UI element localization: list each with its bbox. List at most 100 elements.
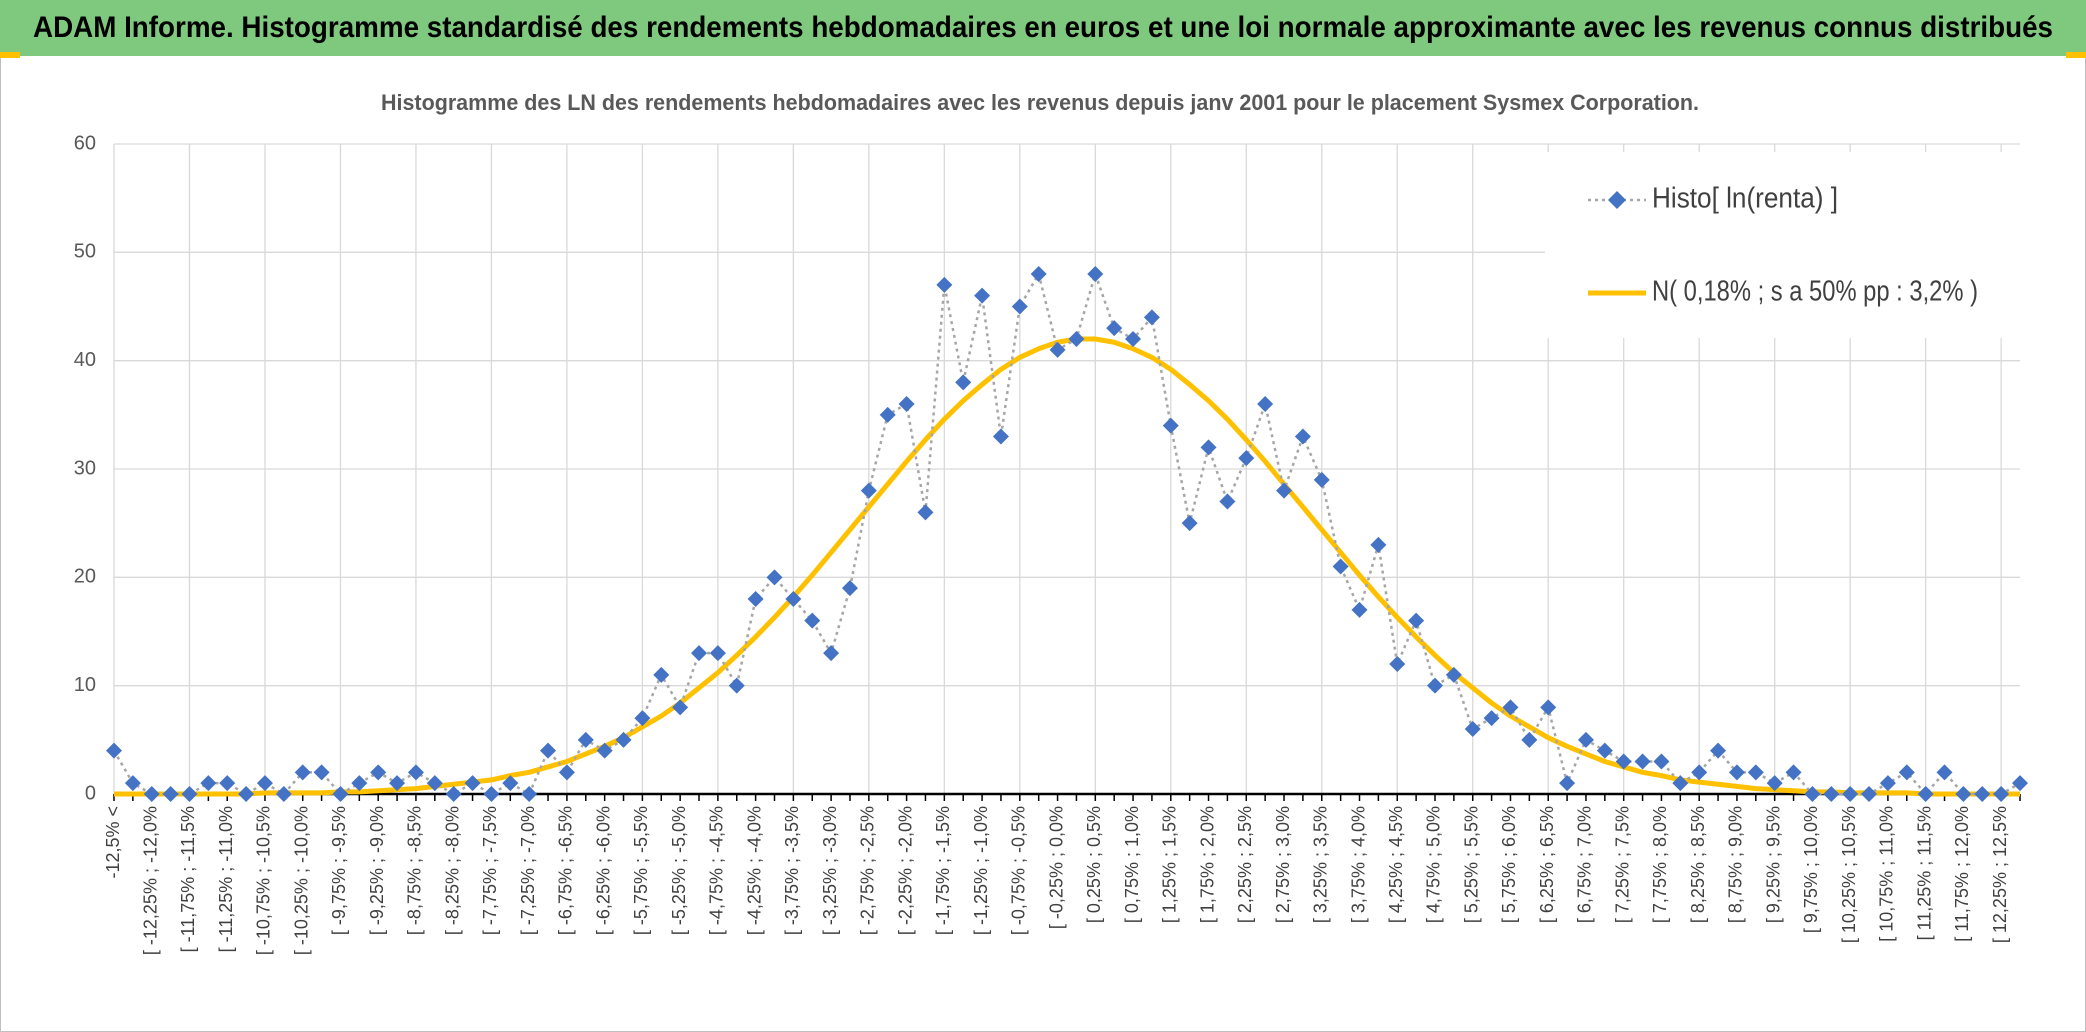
- plot: [106, 266, 2028, 802]
- diamond-marker: [1785, 764, 1802, 781]
- diamond-marker: [1464, 721, 1481, 737]
- x-tick-label: -12,5% <: [103, 806, 123, 879]
- x-tick-label: [ 2,25% ; 2,5%: [1235, 806, 1255, 923]
- diamond-marker: [1238, 450, 1255, 467]
- diamond-marker: [407, 764, 424, 781]
- diamond-marker: [917, 504, 934, 521]
- diamond-marker: [540, 742, 557, 759]
- diamond-marker: [238, 786, 255, 802]
- diamond-marker: [955, 374, 972, 391]
- chart-title: ADAM Informe. Histogramme standardisé de…: [33, 11, 2053, 44]
- x-tick-label: [ -0,75% ; -0,5%: [1009, 806, 1029, 935]
- x-tick-label: [ -7,25% ; -7,0%: [518, 806, 538, 935]
- x-tick-label: [ 11,75% ; 12,0%: [1952, 806, 1972, 942]
- x-tick-label: [ 0,75% ; 1,0%: [1122, 806, 1142, 923]
- diamond-marker: [1974, 786, 1991, 802]
- x-tick-label: [ -10,75% ; -10,5%: [254, 806, 274, 955]
- diamond-marker: [1615, 753, 1632, 770]
- diamond-marker: [974, 287, 991, 304]
- x-tick-label: [ -7,75% ; -7,5%: [480, 806, 500, 935]
- diamond-marker: [577, 731, 594, 748]
- diamond-marker: [445, 786, 462, 802]
- diamond-marker: [1125, 331, 1142, 347]
- corner-mark: [2066, 52, 2086, 58]
- diamond-marker: [596, 742, 613, 759]
- x-tick-label: [ 1,75% ; 2,0%: [1197, 806, 1217, 923]
- x-tick-label: [ 7,25% ; 7,5%: [1612, 806, 1632, 923]
- x-tick-label: [ -10,25% ; -10,0%: [291, 806, 311, 955]
- diamond-marker: [1710, 742, 1727, 759]
- diamond-marker: [841, 580, 858, 597]
- diamond-marker: [1445, 666, 1462, 683]
- chart-subtitle: Histogramme des LN des rendements hebdom…: [381, 90, 1699, 115]
- legend-box: [1545, 152, 2023, 338]
- y-tick-label: 50: [74, 241, 96, 263]
- diamond-marker: [1276, 482, 1293, 499]
- diamond-marker: [1068, 331, 1085, 347]
- x-tick-label: [ -11,25% ; -11,0%: [216, 806, 236, 952]
- diamond-marker: [332, 786, 349, 802]
- x-tick-label: [ 1,25% ; 1,5%: [1160, 806, 1180, 923]
- diamond-marker: [785, 591, 802, 607]
- diamond-marker: [1370, 536, 1387, 553]
- diamond-marker: [1898, 764, 1915, 781]
- diamond-marker: [200, 775, 217, 792]
- diamond-marker: [615, 731, 632, 748]
- diamond-marker: [1728, 764, 1745, 781]
- diamond-marker: [1672, 775, 1689, 792]
- diamond-marker: [558, 764, 575, 781]
- diamond-marker: [1257, 396, 1274, 412]
- diamond-marker: [1936, 764, 1953, 781]
- diamond-marker: [1577, 731, 1594, 748]
- diamond-marker: [1823, 786, 1840, 802]
- diamond-marker: [1804, 786, 1821, 802]
- x-tick-label: [ 6,75% ; 7,0%: [1575, 806, 1595, 923]
- diamond-marker: [1408, 612, 1425, 629]
- x-tick-label: [ 6,25% ; 6,5%: [1537, 806, 1557, 923]
- diamond-marker: [1106, 320, 1123, 337]
- legend-label: N( 0,18% ; s a 50% pp : 3,2% ): [1652, 276, 1978, 308]
- x-tick-label: [ -2,75% ; -2,5%: [858, 806, 878, 935]
- x-tick-label: [ -9,75% ; -9,5%: [329, 806, 349, 935]
- diamond-marker: [1030, 266, 1047, 282]
- diamond-marker: [351, 775, 368, 792]
- diamond-marker: [1955, 786, 1972, 802]
- diamond-marker: [1143, 309, 1160, 326]
- x-tick-label: [ -1,25% ; -1,0%: [971, 806, 991, 935]
- legend: Histo[ ln(renta) ] N( 0,18% ; s a 50% pp …: [1545, 152, 2023, 338]
- diamond-marker: [521, 786, 538, 802]
- diamond-marker: [728, 677, 745, 694]
- x-tick-label: [ -3,75% ; -3,5%: [782, 806, 802, 935]
- y-tick-label: 0: [85, 782, 96, 804]
- x-tick-label: [ -2,25% ; -2,0%: [895, 806, 915, 935]
- diamond-marker: [1766, 775, 1783, 792]
- x-tick-label: [ 5,25% ; 5,5%: [1461, 806, 1481, 923]
- diamond-marker: [1351, 601, 1368, 618]
- diamond-marker: [313, 764, 330, 781]
- x-tick-label: [ 10,75% ; 11,0%: [1877, 806, 1897, 942]
- diamond-marker: [181, 786, 198, 802]
- x-tick-label: [ -8,25% ; -8,0%: [442, 806, 462, 935]
- diamond-marker: [1294, 428, 1311, 445]
- x-tick-label: [ 4,25% ; 4,5%: [1386, 806, 1406, 923]
- diamond-marker: [370, 764, 387, 781]
- header-band: [0, 0, 2086, 56]
- diamond-marker: [1483, 710, 1500, 727]
- y-tick-label: 10: [74, 674, 96, 696]
- diamond-marker: [992, 428, 1009, 445]
- x-tick-label: [ -1,75% ; -1,5%: [933, 806, 953, 935]
- corner-mark: [0, 52, 20, 58]
- x-tick-label: [ -5,25% ; -5,0%: [669, 806, 689, 935]
- x-tick-label: [ 3,25% ; 3,5%: [1311, 806, 1331, 923]
- x-tick-label: [ 12,25% ; 12,5%: [1990, 806, 2010, 943]
- x-tick-label: [ -9,25% ; -9,0%: [367, 806, 387, 935]
- diamond-marker: [256, 775, 273, 792]
- x-tick-label: [ 5,75% ; 6,0%: [1499, 806, 1519, 923]
- diamond-marker: [1426, 677, 1443, 694]
- diamond-marker: [1596, 742, 1613, 759]
- x-tick-label: [ -12,25% ; -12,0%: [140, 806, 160, 955]
- diamond-marker: [879, 406, 896, 423]
- diamond-marker: [1634, 753, 1651, 770]
- diamond-marker: [1653, 753, 1670, 770]
